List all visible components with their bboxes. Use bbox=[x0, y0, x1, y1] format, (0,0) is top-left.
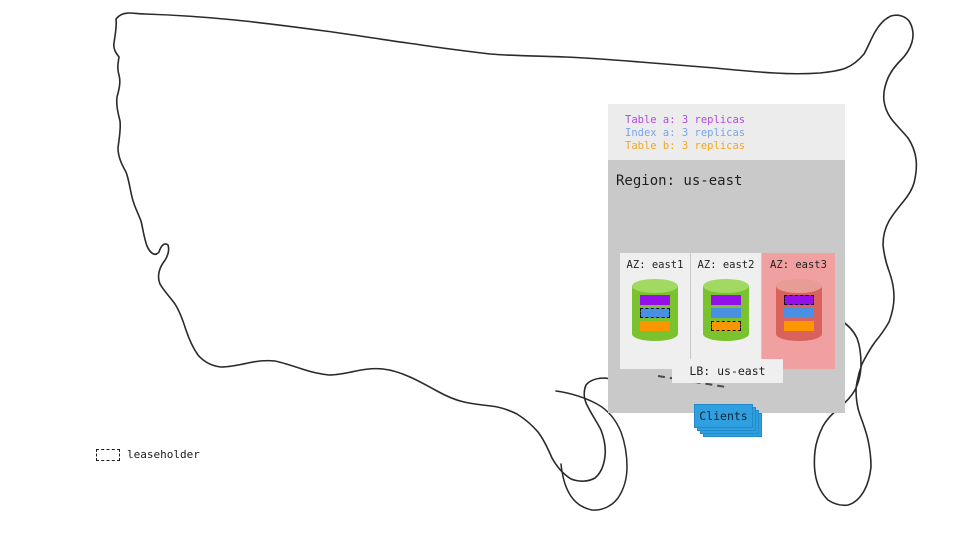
leaseholder-swatch-icon bbox=[96, 448, 120, 461]
replica-east2-index-a bbox=[711, 308, 741, 318]
replica-east1-index-a bbox=[640, 308, 670, 318]
replica-east3-table-b bbox=[783, 321, 814, 331]
clients-stack[interactable]: Clients bbox=[694, 404, 762, 438]
database-cylinder-east2[interactable] bbox=[703, 279, 749, 341]
load-balancer-box[interactable]: LB: us-east bbox=[672, 359, 783, 383]
deployment-panel: Table a: 3 replicas Index a: 3 replicas … bbox=[608, 104, 845, 437]
replica-east2-table-a bbox=[711, 295, 741, 305]
load-balancer-label: LB: us-east bbox=[689, 364, 766, 378]
database-cylinder-east1[interactable] bbox=[632, 279, 678, 341]
az-box-east1[interactable]: AZ: east1 bbox=[620, 253, 690, 369]
leaseholder-legend: leaseholder bbox=[96, 448, 200, 461]
replica-legend-line-index-a: Index a: 3 replicas bbox=[625, 127, 746, 139]
cylinder-top bbox=[775, 279, 822, 293]
cylinder-top bbox=[632, 279, 678, 293]
replica-east2-table-b bbox=[711, 321, 741, 331]
replica-east1-table-b bbox=[640, 321, 670, 331]
replica-legend-line-table-b: Table b: 3 replicas bbox=[625, 140, 746, 152]
az-label-east1: AZ: east1 bbox=[626, 259, 684, 271]
cylinder-top bbox=[703, 279, 749, 293]
region-title: Region: us-east bbox=[616, 173, 743, 189]
replica-legend-line-table-a: Table a: 3 replicas bbox=[625, 114, 746, 126]
clients-box[interactable]: Clients bbox=[694, 404, 753, 428]
clients-label: Clients bbox=[699, 409, 748, 423]
az-label-east2: AZ: east2 bbox=[697, 259, 755, 271]
region-box: Region: us-east AZ: east1 AZ: east2 bbox=[608, 160, 845, 437]
replica-legend: Table a: 3 replicas Index a: 3 replicas … bbox=[608, 104, 845, 160]
replica-east3-index-a bbox=[783, 308, 814, 318]
az-box-east3[interactable]: AZ: east3 bbox=[762, 253, 835, 369]
az-label-east3: AZ: east3 bbox=[770, 259, 827, 271]
replica-east1-table-a bbox=[640, 295, 670, 305]
leaseholder-legend-label: leaseholder bbox=[127, 448, 200, 461]
florida-and-gulf-detail bbox=[555, 390, 628, 511]
replica-east3-table-a bbox=[783, 295, 814, 305]
database-cylinder-east3[interactable] bbox=[775, 279, 822, 341]
az-box-east2[interactable]: AZ: east2 bbox=[691, 253, 761, 369]
